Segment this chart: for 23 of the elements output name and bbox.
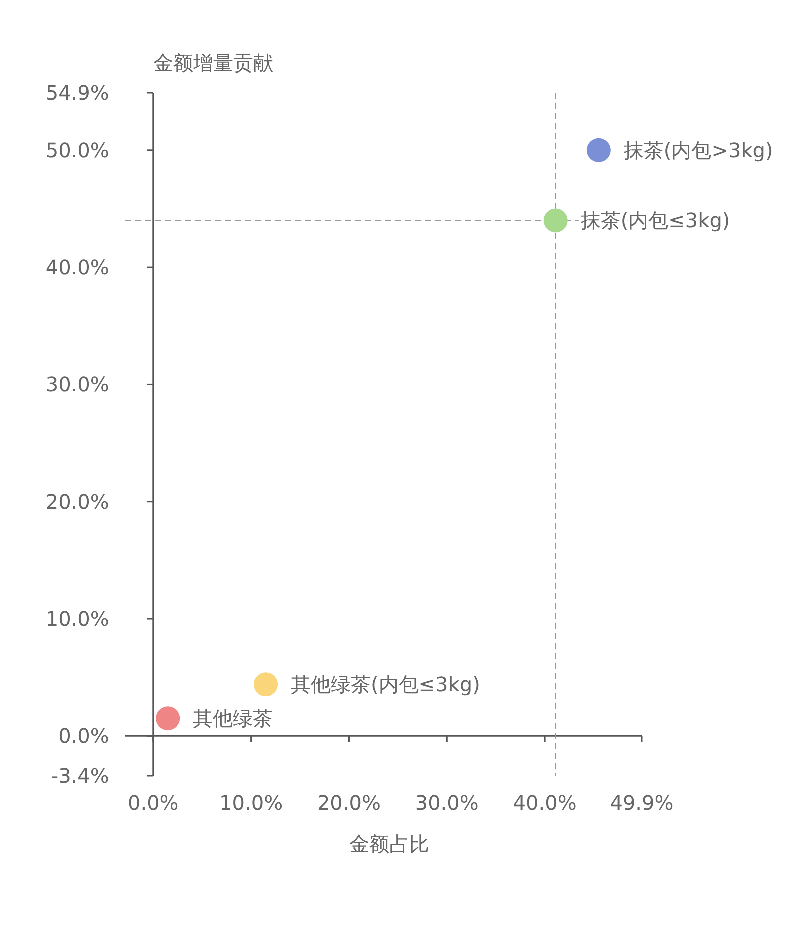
series-label: 其他绿茶 bbox=[193, 706, 274, 731]
series-label: 抹茶(内包>3kg) bbox=[624, 138, 774, 162]
y-axis-title: 金额增量贡献 bbox=[153, 51, 274, 75]
x-tick-label: 20.0% bbox=[317, 791, 382, 815]
point bbox=[156, 706, 180, 731]
y-tick-label: 10.0% bbox=[46, 607, 110, 632]
x-tick-label: 0.0% bbox=[128, 791, 179, 815]
y-tick-label: -3.4% bbox=[51, 764, 110, 788]
point bbox=[544, 208, 568, 233]
x-axis-title: 金额占比 bbox=[350, 832, 430, 856]
y-tick-label: 40.0% bbox=[46, 256, 110, 280]
y-tick-label: 20.0% bbox=[46, 490, 110, 514]
point bbox=[586, 138, 611, 162]
y-tick-label: 0.0% bbox=[58, 724, 110, 748]
y-tick-label: 30.0% bbox=[46, 372, 110, 397]
y-tick-label: 50.0% bbox=[46, 138, 110, 162]
y-tick-label: 54.9% bbox=[46, 81, 110, 105]
x-tick-label: 49.9% bbox=[610, 791, 674, 815]
x-tick-label: 40.0% bbox=[513, 791, 577, 815]
x-tick-label: 10.0% bbox=[220, 791, 284, 815]
x-tick-label: 30.0% bbox=[415, 791, 479, 815]
series-label: 其他绿茶(内包≤3kg) bbox=[291, 672, 480, 697]
point bbox=[254, 672, 278, 697]
